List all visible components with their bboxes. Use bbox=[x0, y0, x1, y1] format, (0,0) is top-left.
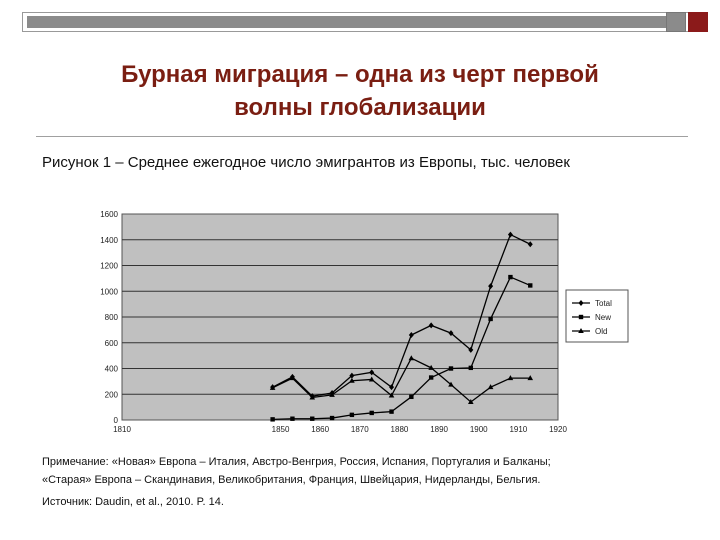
chart-svg: 0 200 400 600 800 1000 1200 1400 1600 1810 1850 186… bbox=[100, 210, 629, 434]
data-point-old bbox=[408, 355, 415, 361]
data-point-old bbox=[448, 381, 454, 387]
note-line-new-europe: Примечание: «Новая» Европа – Италия, Авс… bbox=[42, 456, 551, 468]
data-point-old bbox=[329, 391, 335, 397]
x-tick-label: 1910 bbox=[509, 425, 527, 434]
data-point-old bbox=[289, 375, 296, 381]
data-point-total bbox=[408, 332, 414, 339]
data-point-old bbox=[468, 398, 474, 404]
data-point-old bbox=[487, 384, 494, 390]
header-decoration-square-red bbox=[688, 12, 708, 32]
header-decoration-fill bbox=[27, 16, 667, 28]
x-tick-label: 1900 bbox=[470, 425, 488, 434]
data-point-new bbox=[369, 410, 374, 416]
legend-marker-old bbox=[578, 328, 584, 333]
header-decoration-square-gray bbox=[666, 12, 686, 32]
data-point-total bbox=[369, 369, 375, 376]
series-line-new bbox=[272, 276, 531, 421]
data-point-old bbox=[428, 364, 434, 370]
data-point-new bbox=[329, 415, 335, 421]
data-point-old bbox=[349, 377, 355, 383]
y-tick-label: 400 bbox=[105, 365, 119, 374]
data-point-old bbox=[527, 375, 534, 381]
figure-caption: Рисунок 1 – Среднее ежегодное число эмиг… bbox=[42, 154, 570, 171]
y-tick-label: 1000 bbox=[100, 287, 118, 296]
data-point-total bbox=[488, 283, 494, 290]
slide-title: Бурная миграция – одна из черт первой во… bbox=[121, 61, 599, 121]
data-point-new bbox=[488, 316, 493, 322]
data-point-new bbox=[310, 416, 315, 421]
y-tick-label: 1600 bbox=[100, 210, 118, 219]
x-tick-label: 1880 bbox=[391, 425, 409, 434]
legend-label-total: Total bbox=[595, 299, 612, 308]
header-decoration-bar bbox=[22, 12, 702, 32]
data-point-new bbox=[508, 274, 513, 280]
data-point-old bbox=[388, 392, 395, 398]
data-point-total bbox=[507, 231, 513, 238]
series-line-old bbox=[272, 357, 531, 403]
legend-box bbox=[565, 289, 629, 343]
source-citation: Источник: Daudin, et al., 2010. P. 14. bbox=[42, 496, 224, 508]
data-point-old bbox=[309, 394, 316, 400]
data-point-new bbox=[448, 366, 454, 371]
legend-marker-total bbox=[578, 300, 584, 306]
y-tick-label: 0 bbox=[114, 416, 119, 425]
y-tick-label: 800 bbox=[105, 313, 119, 322]
data-point-total bbox=[389, 384, 395, 391]
data-point-new bbox=[290, 416, 295, 421]
data-point-new bbox=[389, 409, 394, 414]
x-tick-label: 1870 bbox=[351, 425, 369, 434]
data-point-new bbox=[270, 417, 275, 422]
data-point-old bbox=[368, 376, 375, 382]
legend-label-old: Old bbox=[595, 327, 607, 336]
data-point-total bbox=[448, 330, 454, 337]
data-point-new bbox=[409, 394, 414, 400]
y-tick-label: 200 bbox=[105, 390, 119, 399]
title-divider bbox=[36, 136, 688, 137]
legend-marker-new bbox=[578, 314, 584, 320]
legend-label-new: New bbox=[595, 313, 611, 322]
data-point-total bbox=[349, 372, 355, 379]
data-point-new bbox=[528, 283, 533, 288]
data-point-total bbox=[527, 241, 533, 248]
x-tick-label: 1810 bbox=[113, 425, 131, 434]
data-point-new bbox=[428, 375, 434, 380]
series-line-total bbox=[272, 233, 531, 397]
notes-block: Примечание: «Новая» Европа – Италия, Авс… bbox=[42, 453, 702, 511]
data-point-total bbox=[428, 322, 434, 329]
y-tick-label: 1400 bbox=[100, 236, 118, 245]
x-tick-label: 1890 bbox=[430, 425, 448, 434]
x-tick-label: 1850 bbox=[272, 425, 290, 434]
data-point-new bbox=[468, 365, 473, 371]
data-point-new bbox=[349, 412, 355, 418]
data-point-old bbox=[507, 375, 514, 381]
x-tick-label: 1920 bbox=[549, 425, 567, 434]
y-tick-label: 1200 bbox=[100, 262, 118, 271]
note-line-old-europe: «Старая» Европа – Скандинавия, Великобри… bbox=[42, 474, 541, 486]
y-tick-label: 600 bbox=[105, 339, 119, 348]
x-tick-label: 1860 bbox=[311, 425, 329, 434]
emigration-chart: 0 200 400 600 800 1000 1200 1400 1600 1810 1850 186… bbox=[88, 206, 632, 442]
data-point-old bbox=[269, 384, 276, 390]
data-point-total bbox=[468, 346, 474, 353]
